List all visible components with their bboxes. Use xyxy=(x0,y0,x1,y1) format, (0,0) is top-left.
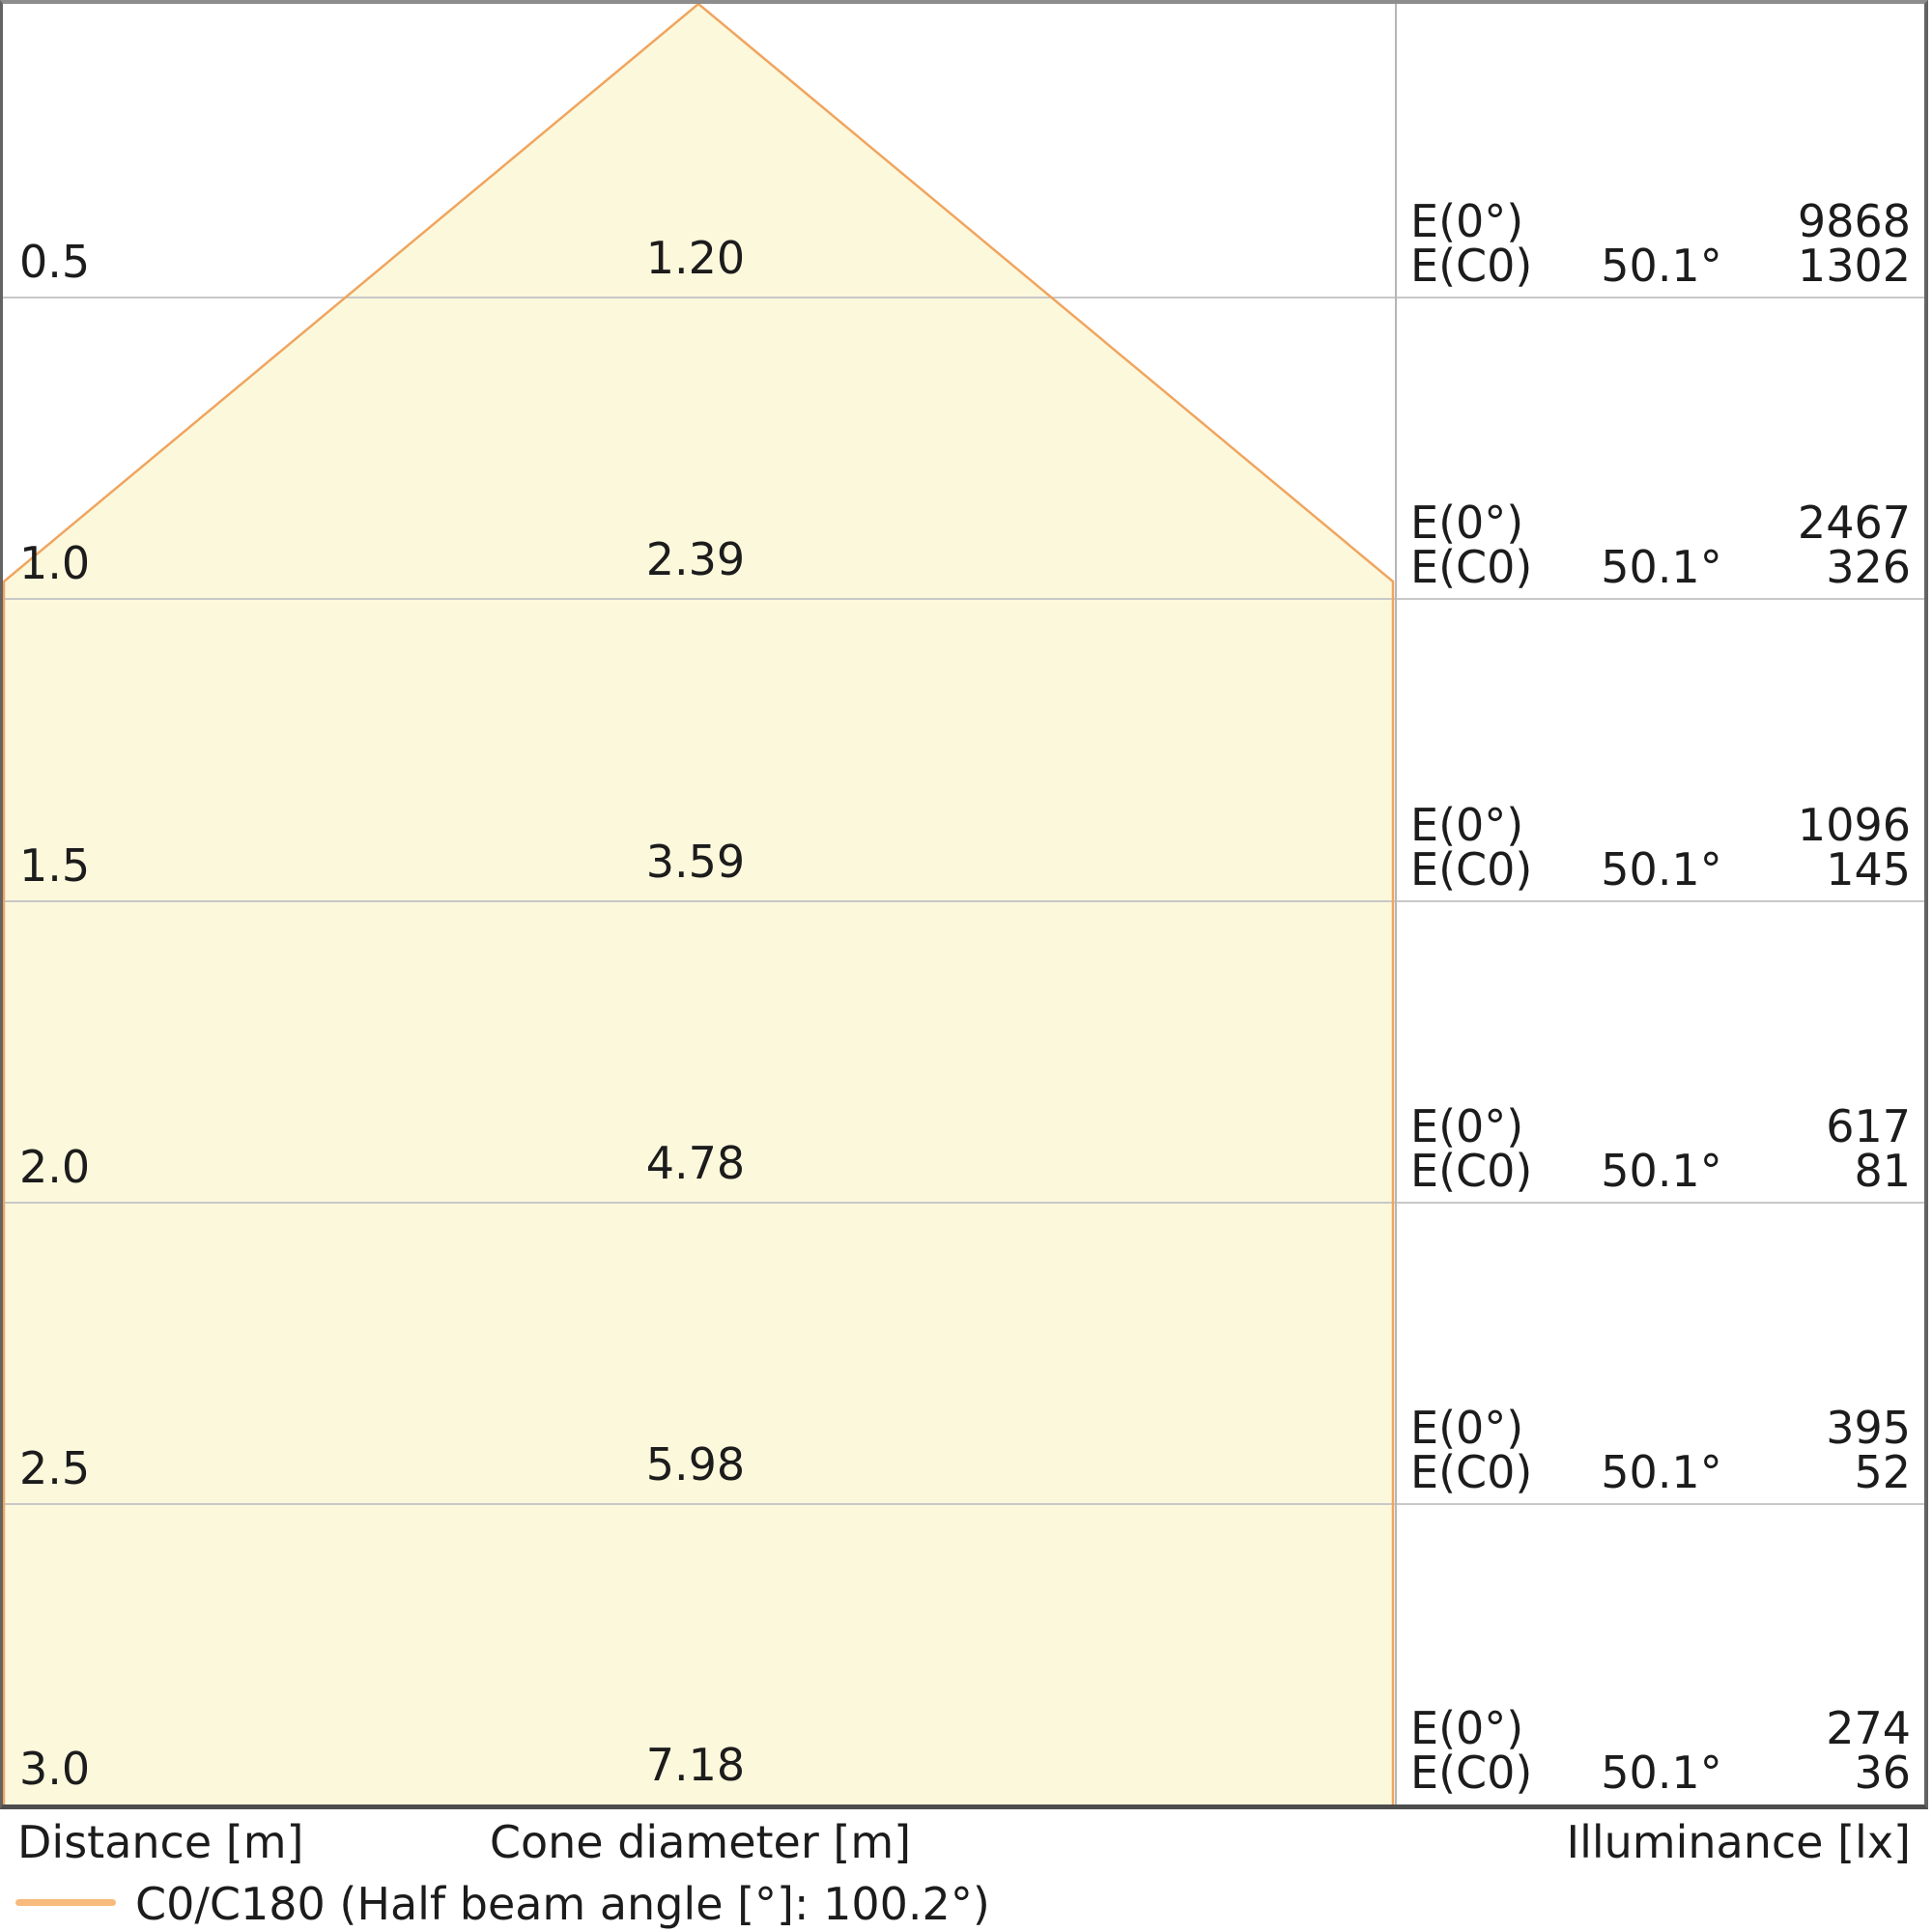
x-axis-label-distance: Distance [m] xyxy=(17,1816,304,1868)
ec0-label: E(C0) xyxy=(1410,240,1533,292)
distance-label: 1.0 xyxy=(19,537,91,589)
legend-line-swatch xyxy=(15,1899,116,1906)
beam-angle-value: 50.1° xyxy=(1601,1747,1722,1799)
ec0-label: E(C0) xyxy=(1410,1446,1533,1498)
cone-diameter-value: 1.20 xyxy=(645,232,746,284)
cone-fill xyxy=(3,4,1394,1804)
beam-angle-value: 50.1° xyxy=(1601,843,1722,895)
e0-label: E(0°) xyxy=(1410,195,1524,247)
ec0-value: 81 xyxy=(1854,1145,1911,1197)
cone-diagram xyxy=(3,4,1924,1804)
e0-label: E(0°) xyxy=(1410,799,1524,851)
distance-label: 1.5 xyxy=(19,839,91,892)
ec0-value: 326 xyxy=(1826,541,1911,593)
chart-frame xyxy=(0,0,1928,1809)
e0-value: 1096 xyxy=(1797,799,1911,851)
e0-value: 395 xyxy=(1826,1402,1911,1454)
ec0-label: E(C0) xyxy=(1410,1145,1533,1197)
e0-value: 274 xyxy=(1826,1702,1911,1754)
ec0-value: 145 xyxy=(1826,843,1911,895)
beam-angle-value: 50.1° xyxy=(1601,1446,1722,1498)
beam-angle-value: 50.1° xyxy=(1601,541,1722,593)
cone-diameter-value: 7.18 xyxy=(645,1739,746,1791)
e0-label: E(0°) xyxy=(1410,1402,1524,1454)
distance-label: 3.0 xyxy=(19,1743,91,1795)
cone-diameter-value: 3.59 xyxy=(645,836,746,888)
e0-value: 617 xyxy=(1826,1100,1911,1152)
beam-angle-value: 50.1° xyxy=(1601,1145,1722,1197)
legend-label: C0/C180 (Half beam angle [°]: 100.2°) xyxy=(135,1878,990,1930)
e0-label: E(0°) xyxy=(1410,1702,1524,1754)
e0-label: E(0°) xyxy=(1410,1100,1524,1152)
distance-label: 2.0 xyxy=(19,1141,91,1193)
distance-label: 0.5 xyxy=(19,236,91,288)
x-axis-label-illuminance: Illuminance [lx] xyxy=(1566,1816,1911,1868)
e0-label: E(0°) xyxy=(1410,497,1524,549)
x-axis-label-cone-diameter: Cone diameter [m] xyxy=(489,1816,912,1868)
cone-outline xyxy=(3,4,1395,1804)
distance-label: 2.5 xyxy=(19,1442,91,1494)
beam-angle-value: 50.1° xyxy=(1601,240,1722,292)
ec0-value: 52 xyxy=(1854,1446,1911,1498)
e0-value: 2467 xyxy=(1797,497,1911,549)
ec0-label: E(C0) xyxy=(1410,1747,1533,1799)
ec0-value: 36 xyxy=(1854,1747,1911,1799)
ec0-label: E(C0) xyxy=(1410,843,1533,895)
ec0-label: E(C0) xyxy=(1410,541,1533,593)
cone-diameter-value: 4.78 xyxy=(645,1137,746,1189)
cone-diameter-value: 5.98 xyxy=(645,1438,746,1491)
cone-diameter-value: 2.39 xyxy=(645,533,746,585)
ec0-value: 1302 xyxy=(1797,240,1911,292)
e0-value: 9868 xyxy=(1797,195,1911,247)
